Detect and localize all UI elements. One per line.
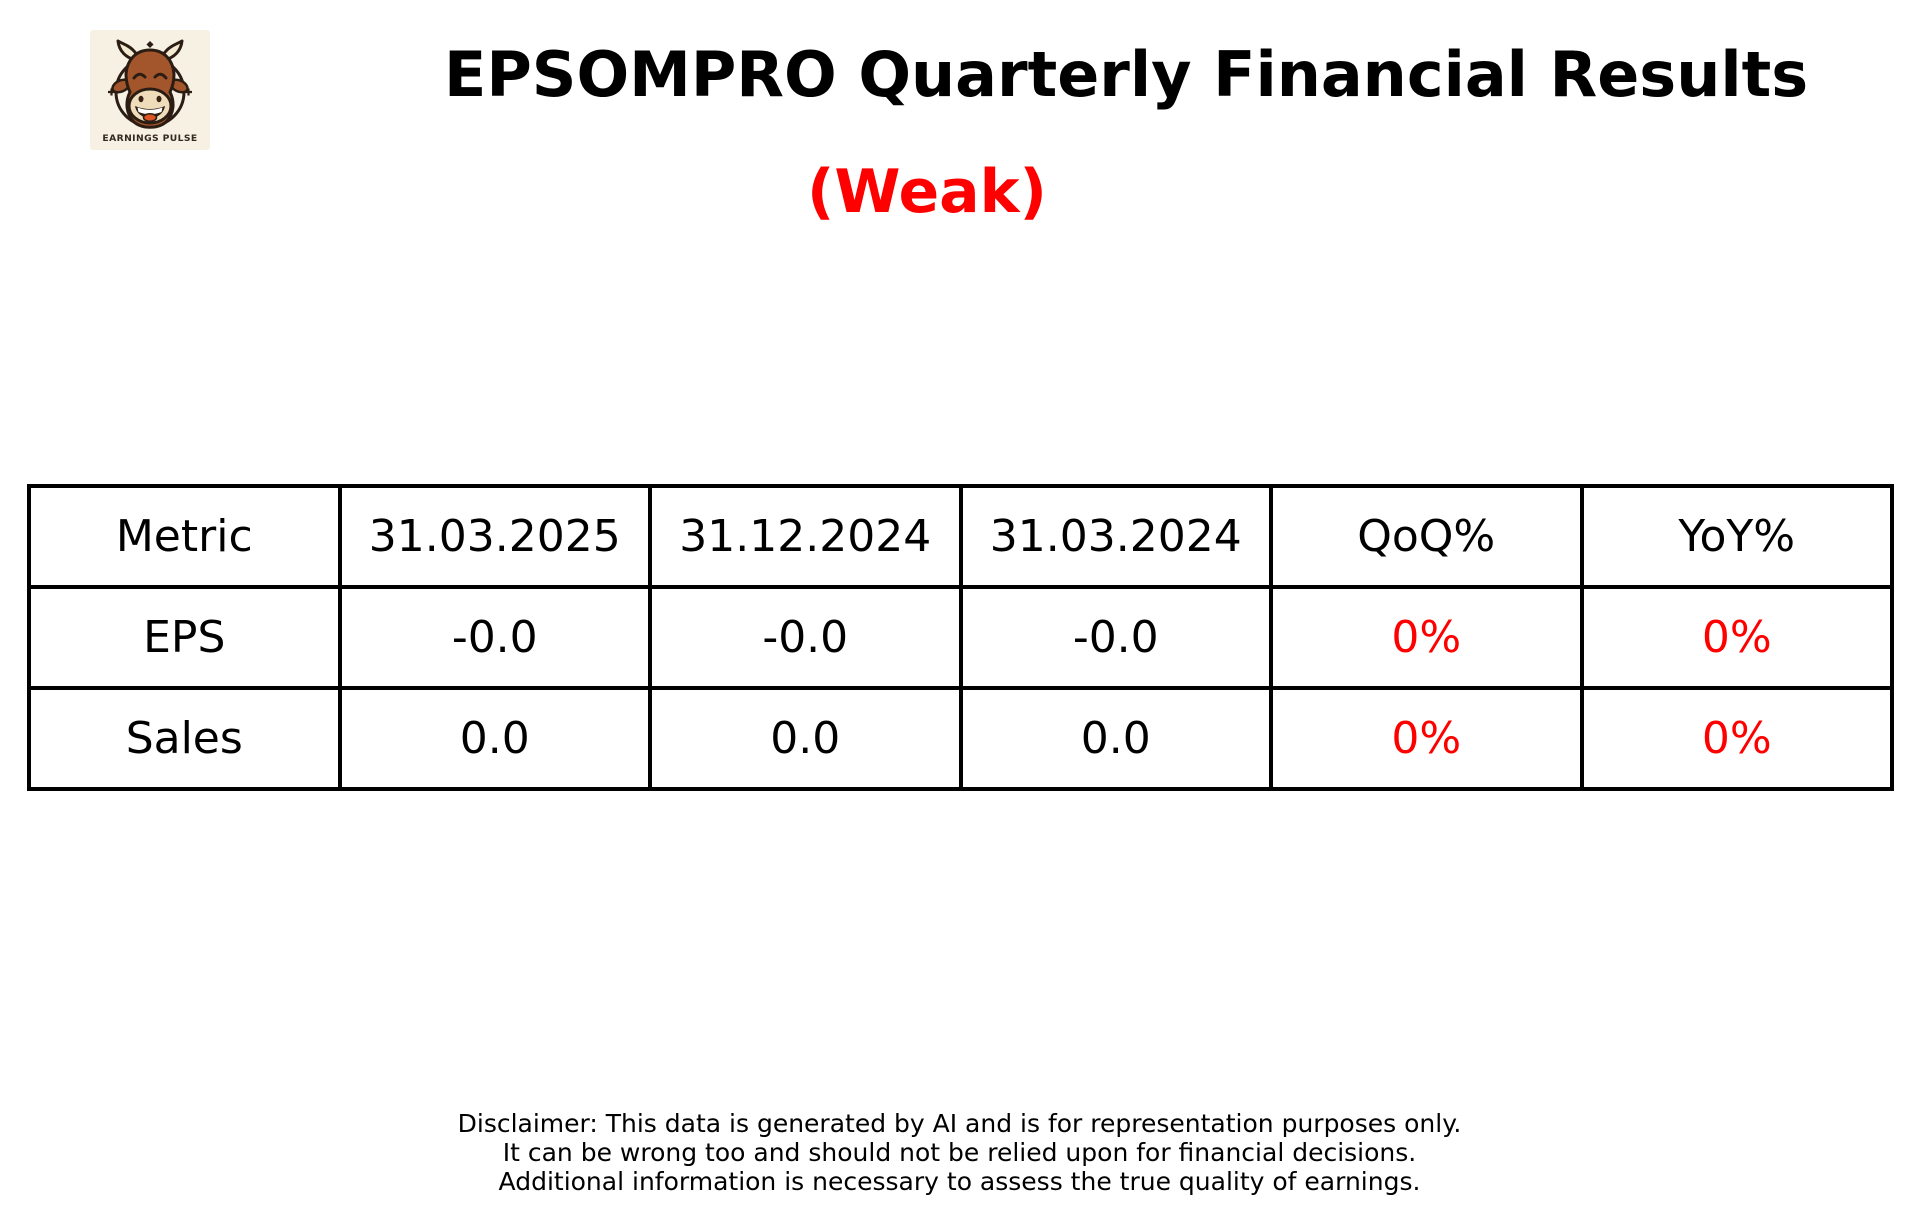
bull-nostril-right bbox=[156, 95, 162, 103]
sales-q-latest-cell: 0.0 bbox=[337, 686, 652, 791]
eps-q-latest-cell: -0.0 bbox=[337, 585, 652, 690]
column-header-yoy-pct: YoY% bbox=[1579, 484, 1894, 589]
eps-qoq-pct-cell: 0% bbox=[1269, 585, 1584, 690]
sales-q-yoy-cell: 0.0 bbox=[958, 686, 1273, 791]
disclaimer: Disclaimer: This data is generated by AI… bbox=[0, 1109, 1919, 1196]
column-header-q-latest: 31.03.2025 bbox=[337, 484, 652, 589]
page-title: EPSOMPRO Quarterly Financial Results bbox=[444, 38, 1809, 111]
sparkle-diamond-icon bbox=[146, 40, 154, 49]
bull-nostril-left bbox=[138, 95, 144, 103]
table-row-sales: Sales 0.0 0.0 0.0 0% 0% bbox=[27, 686, 1894, 791]
verdict-label: (Weak) bbox=[807, 157, 1047, 227]
eps-yoy-pct-cell: 0% bbox=[1579, 585, 1894, 690]
table-row-eps: EPS -0.0 -0.0 -0.0 0% 0% bbox=[27, 585, 1894, 690]
brand-wordmark: EARNINGS PULSE bbox=[102, 133, 197, 144]
disclaimer-line-1: Disclaimer: This data is generated by AI… bbox=[457, 1109, 1462, 1138]
sales-q-prev-cell: 0.0 bbox=[648, 686, 963, 791]
column-header-qoq-pct: QoQ% bbox=[1269, 484, 1584, 589]
eps-q-yoy-cell: -0.0 bbox=[958, 585, 1273, 690]
bull-eye-right bbox=[153, 72, 168, 80]
metric-cell-eps: EPS bbox=[27, 585, 342, 690]
financials-table: Metric 31.03.2025 31.12.2024 31.03.2024 … bbox=[27, 484, 1894, 791]
sales-qoq-pct-cell: 0% bbox=[1269, 686, 1584, 791]
brand-logo: EARNINGS PULSE bbox=[90, 30, 210, 150]
disclaimer-line-2: It can be wrong too and should not be re… bbox=[502, 1138, 1417, 1167]
bull-tongue bbox=[142, 112, 158, 123]
sales-yoy-pct-cell: 0% bbox=[1579, 686, 1894, 791]
table-header-row: Metric 31.03.2025 31.12.2024 31.03.2024 … bbox=[27, 484, 1894, 589]
bull-eye-left bbox=[132, 72, 147, 80]
bull-teeth bbox=[137, 107, 163, 115]
metric-cell-sales: Sales bbox=[27, 686, 342, 791]
disclaimer-line-3: Additional information is necessary to a… bbox=[498, 1167, 1421, 1196]
column-header-metric: Metric bbox=[27, 484, 342, 589]
eps-q-prev-cell: -0.0 bbox=[648, 585, 963, 690]
column-header-q-yoy: 31.03.2024 bbox=[958, 484, 1273, 589]
column-header-q-prev: 31.12.2024 bbox=[648, 484, 963, 589]
laughing-bull-icon: EARNINGS PULSE bbox=[90, 30, 210, 150]
